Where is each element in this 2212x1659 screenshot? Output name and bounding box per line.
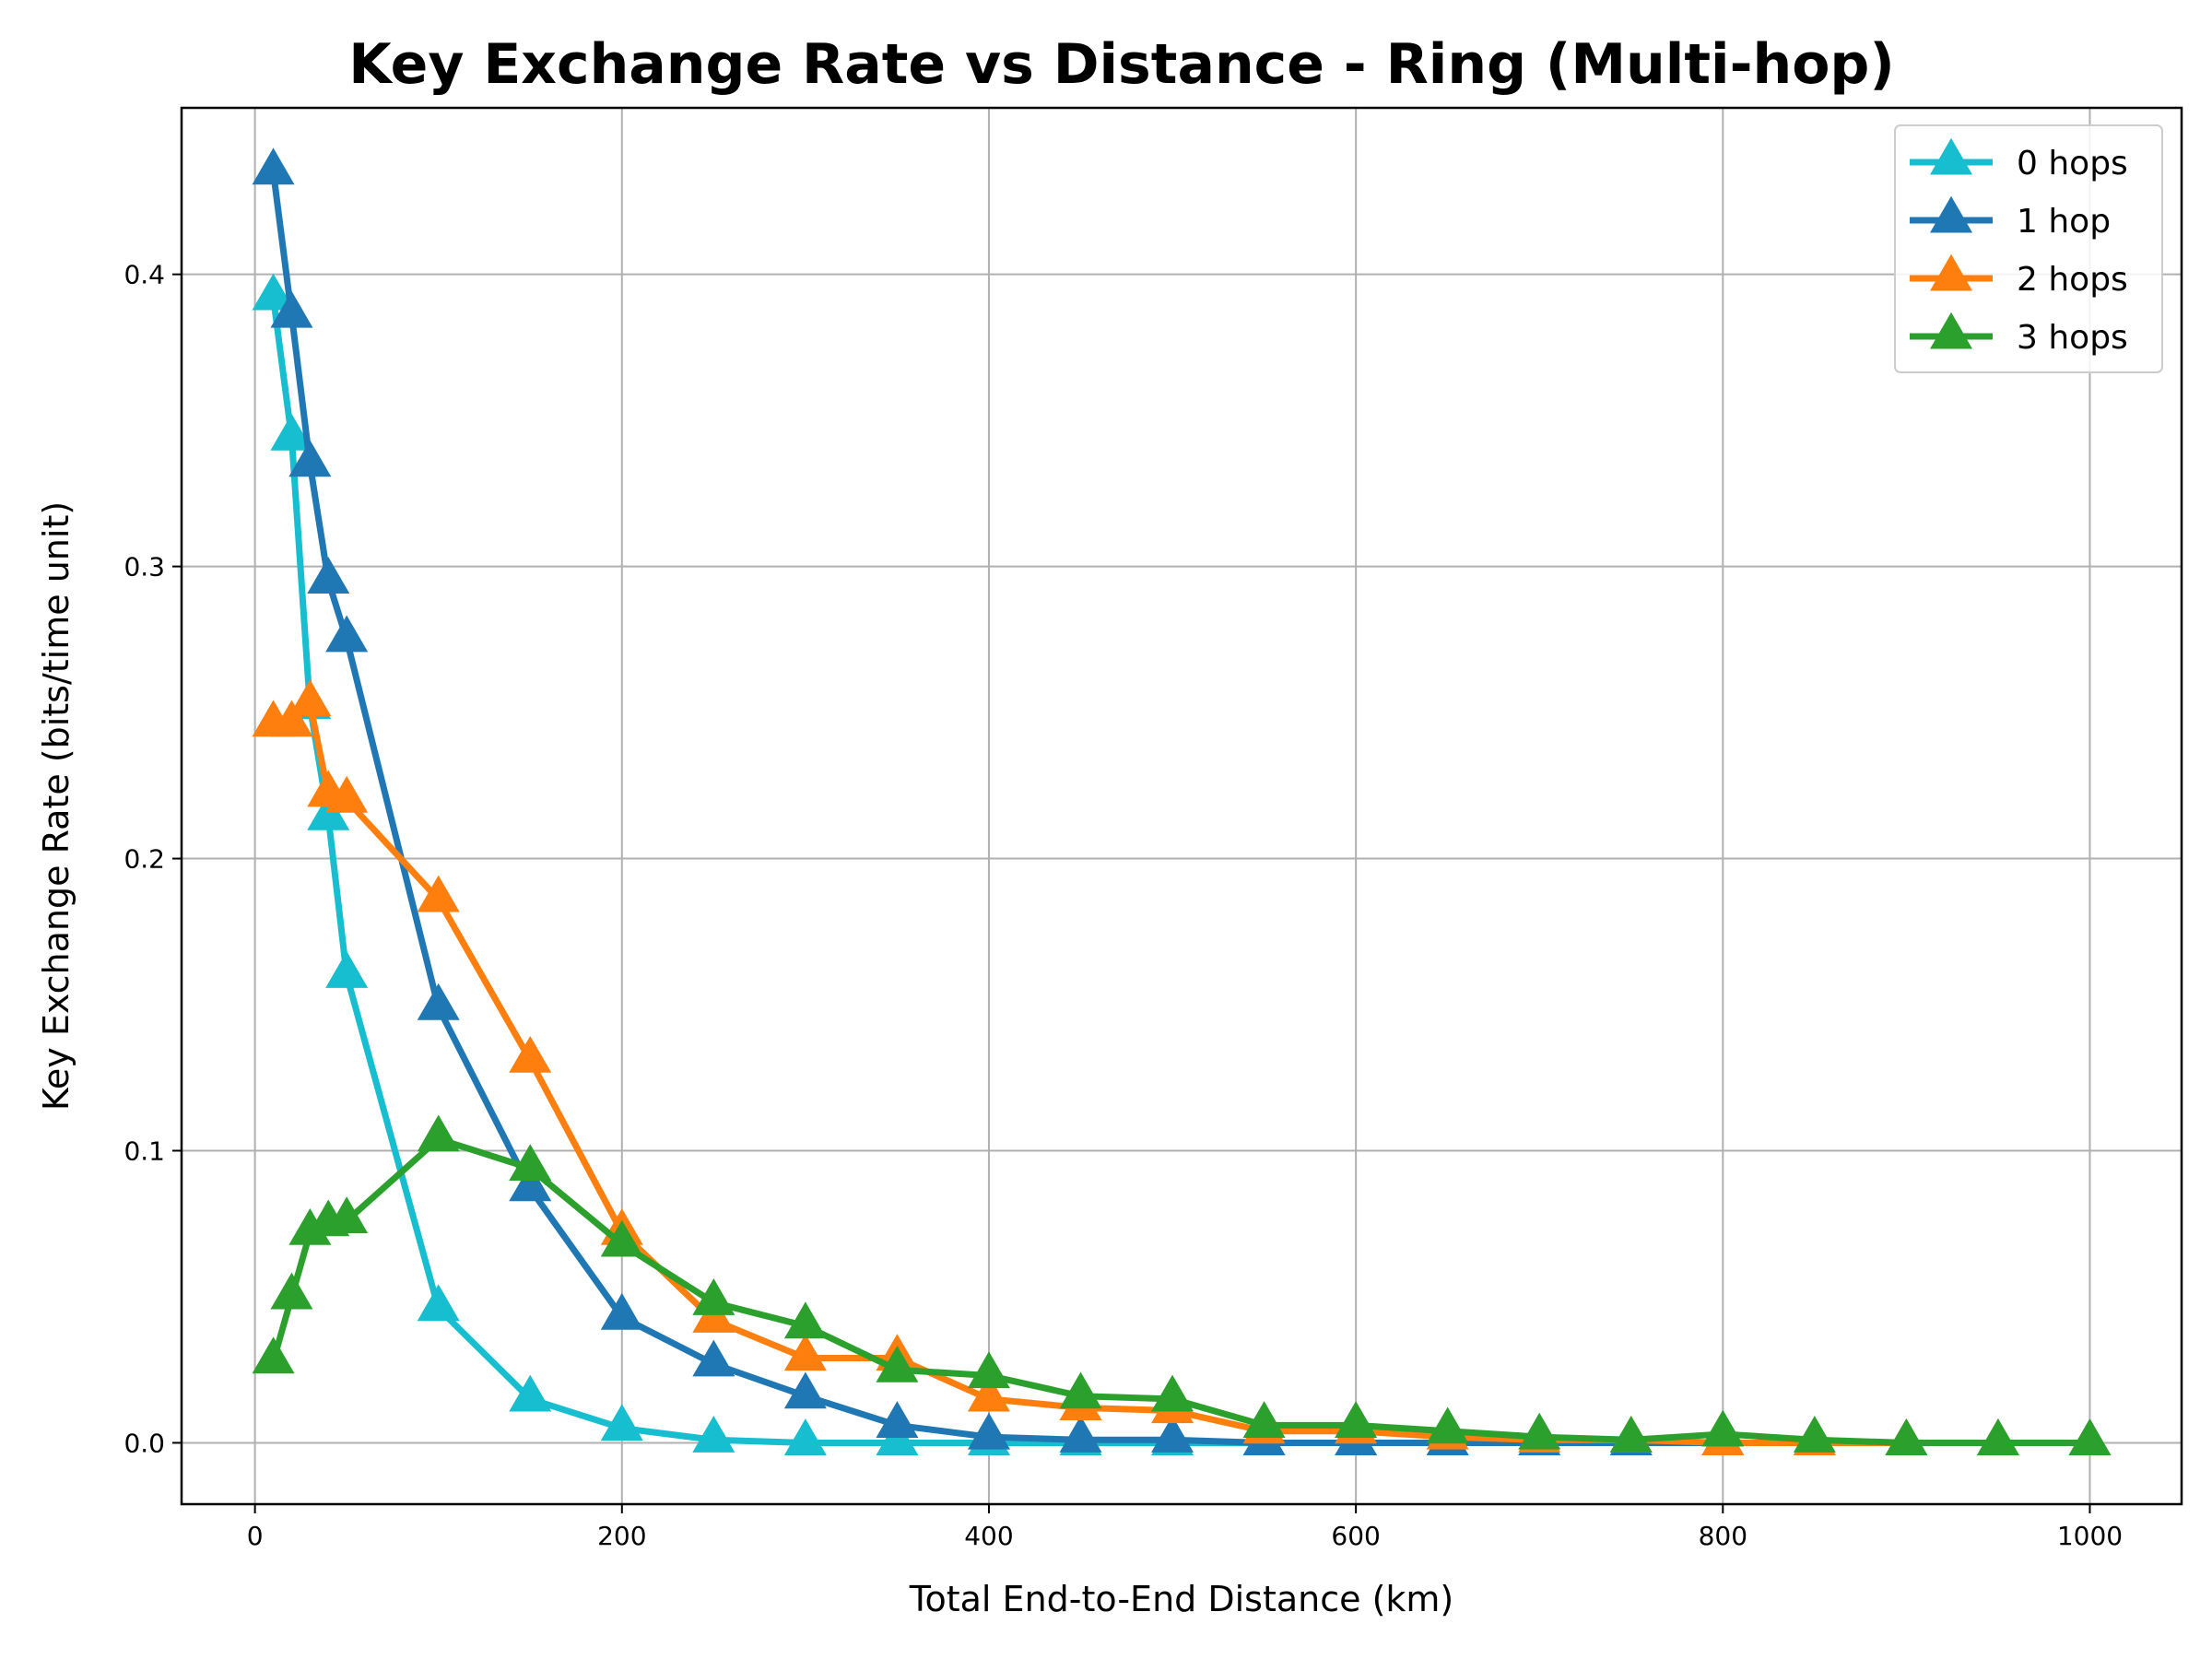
series-0-hops — [252, 273, 2112, 1455]
data-point-marker — [1609, 1415, 1653, 1453]
data-point-marker — [1242, 1401, 1286, 1438]
y-tick-label: 0.4 — [124, 260, 165, 290]
data-point-marker — [692, 1339, 735, 1377]
data-point-marker — [600, 1292, 643, 1330]
axis-ticks: 0 200 400 600 800 1000 0.0 0.1 0.2 0.3 0.4 — [124, 260, 2123, 1551]
data-point-marker — [288, 679, 332, 717]
legend-label: 3 hops — [2017, 319, 2128, 357]
legend-entry: 0 hops — [1910, 137, 2128, 182]
series-2-hops — [252, 679, 2112, 1455]
x-tick-label: 600 — [1331, 1521, 1380, 1551]
data-point-marker — [270, 413, 313, 451]
data-point-marker — [967, 1351, 1010, 1389]
data-point-marker — [509, 1035, 552, 1073]
x-tick-label: 200 — [597, 1521, 646, 1551]
x-tick-label: 800 — [1699, 1521, 1747, 1551]
data-point-marker — [783, 1301, 827, 1339]
series-line — [273, 700, 2090, 1446]
series-1-hop — [252, 147, 2112, 1455]
data-point-marker — [1335, 1401, 1378, 1438]
plot-series — [252, 147, 2112, 1455]
data-point-marker — [325, 951, 369, 988]
data-point-marker — [1885, 1418, 1928, 1455]
data-point-marker — [270, 1272, 313, 1310]
data-point-marker — [692, 1278, 735, 1315]
data-point-marker — [417, 875, 460, 912]
legend-label: 0 hops — [2017, 145, 2128, 182]
data-point-marker — [967, 1412, 1010, 1450]
data-point-marker — [417, 1114, 460, 1152]
y-tick-label: 0.3 — [124, 552, 165, 582]
data-point-marker — [1518, 1412, 1561, 1450]
data-point-marker — [325, 1196, 369, 1234]
legend-box — [1894, 124, 2163, 373]
data-point-marker — [783, 1418, 827, 1455]
data-point-marker — [417, 982, 460, 1020]
data-point-marker — [509, 1164, 552, 1202]
legend-marker — [1930, 253, 1972, 291]
y-tick-label: 0.2 — [124, 844, 165, 875]
data-point-marker — [270, 290, 313, 328]
x-axis-label: Total End-to-End Distance (km) — [909, 1579, 1454, 1619]
legend-marker — [1930, 312, 1972, 349]
data-point-marker — [325, 615, 369, 653]
plot-frame — [180, 106, 2183, 1506]
legend-marker — [1930, 137, 1972, 175]
data-point-marker — [509, 1144, 552, 1182]
series-line — [270, 297, 2090, 1446]
data-point-marker — [325, 775, 369, 813]
data-point-marker — [1059, 1415, 1102, 1453]
legend-marker — [1930, 195, 1972, 233]
x-tick-label: 400 — [964, 1521, 1013, 1551]
data-point-marker — [1701, 1409, 1745, 1447]
data-point-marker — [600, 1219, 643, 1257]
data-point-marker — [270, 700, 313, 737]
data-point-marker — [783, 1371, 827, 1409]
data-point-marker — [2068, 1418, 2112, 1455]
legend-label: 2 hops — [2017, 261, 2128, 299]
data-point-marker — [600, 1404, 643, 1441]
data-point-marker — [783, 1334, 827, 1371]
series-3-hops — [252, 1114, 2112, 1455]
data-point-marker — [967, 1374, 1010, 1412]
data-point-marker — [876, 1345, 919, 1382]
legend-entry: 2 hops — [1910, 253, 2128, 299]
legend-entry: 1 hop — [1910, 195, 2111, 241]
legend-entry: 3 hops — [1910, 312, 2128, 357]
data-point-marker — [692, 1415, 735, 1453]
data-point-marker — [509, 1374, 552, 1412]
legend: 0 hops 1 hop 2 hops 3 hops — [1894, 124, 2163, 373]
y-tick-label: 0.0 — [124, 1428, 165, 1458]
y-axis-label: Key Exchange Rate (bits/time unit) — [36, 501, 76, 1111]
legend-label: 1 hop — [2017, 203, 2111, 241]
data-point-marker — [252, 273, 295, 311]
x-tick-label: 0 — [247, 1521, 264, 1551]
y-tick-label: 0.1 — [124, 1135, 165, 1166]
data-point-marker — [417, 1284, 460, 1322]
data-point-marker — [1151, 1374, 1194, 1412]
data-point-marker — [288, 440, 332, 477]
data-point-marker — [252, 147, 295, 185]
data-point-marker — [252, 1336, 295, 1374]
series-line — [270, 171, 2090, 1446]
grid-lines — [182, 108, 2182, 1504]
data-point-marker — [307, 557, 350, 594]
data-point-marker — [1059, 1371, 1102, 1409]
data-point-marker — [1426, 1406, 1469, 1444]
data-point-marker — [1976, 1418, 2019, 1455]
data-point-marker — [1151, 1415, 1194, 1453]
data-point-marker — [1793, 1415, 1836, 1453]
chart-title: Key Exchange Rate vs Distance - Ring (Mu… — [348, 32, 1895, 97]
data-point-marker — [876, 1401, 919, 1438]
x-tick-label: 1000 — [2057, 1521, 2123, 1551]
